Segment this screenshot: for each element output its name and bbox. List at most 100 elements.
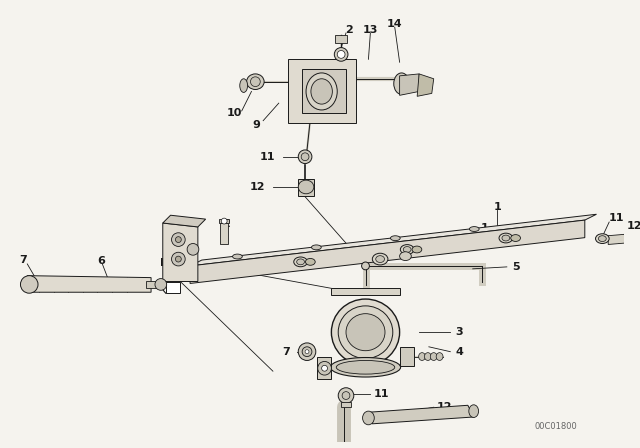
Bar xyxy=(341,402,351,407)
Polygon shape xyxy=(608,234,632,245)
Polygon shape xyxy=(399,74,419,95)
Text: 11: 11 xyxy=(373,388,388,399)
Ellipse shape xyxy=(390,236,400,241)
Polygon shape xyxy=(163,223,198,281)
Text: 2: 2 xyxy=(222,219,230,229)
Circle shape xyxy=(298,343,316,361)
Polygon shape xyxy=(287,59,356,123)
Ellipse shape xyxy=(499,233,513,243)
Text: B: B xyxy=(159,258,168,268)
Ellipse shape xyxy=(469,405,479,418)
Ellipse shape xyxy=(346,314,385,351)
Ellipse shape xyxy=(305,258,316,265)
Polygon shape xyxy=(417,74,434,96)
Text: 7: 7 xyxy=(19,255,28,265)
Text: 4: 4 xyxy=(455,347,463,357)
Text: 14: 14 xyxy=(387,19,403,29)
Polygon shape xyxy=(190,220,585,284)
Text: 10: 10 xyxy=(226,108,242,118)
Ellipse shape xyxy=(298,180,314,194)
Ellipse shape xyxy=(330,358,401,377)
Text: 12: 12 xyxy=(627,221,640,231)
Ellipse shape xyxy=(401,245,414,254)
Circle shape xyxy=(175,237,181,242)
Ellipse shape xyxy=(240,79,248,92)
Polygon shape xyxy=(28,276,151,292)
Ellipse shape xyxy=(436,353,443,361)
Circle shape xyxy=(302,347,312,357)
Circle shape xyxy=(337,51,345,58)
Text: 12: 12 xyxy=(250,182,265,192)
Ellipse shape xyxy=(336,361,395,374)
Ellipse shape xyxy=(372,253,388,265)
Polygon shape xyxy=(332,289,399,295)
Text: 1: 1 xyxy=(481,223,488,233)
Ellipse shape xyxy=(630,234,640,245)
Ellipse shape xyxy=(430,353,437,361)
Ellipse shape xyxy=(338,306,393,358)
Ellipse shape xyxy=(312,245,321,250)
Ellipse shape xyxy=(301,153,309,161)
Circle shape xyxy=(338,388,354,403)
Text: 11: 11 xyxy=(408,241,423,250)
Polygon shape xyxy=(163,215,205,227)
Text: 5: 5 xyxy=(512,262,519,272)
Ellipse shape xyxy=(332,299,399,365)
Text: 1: 1 xyxy=(493,202,501,212)
Circle shape xyxy=(172,233,185,246)
Ellipse shape xyxy=(424,353,431,361)
Ellipse shape xyxy=(311,79,332,104)
Text: 13: 13 xyxy=(363,25,378,35)
Circle shape xyxy=(221,218,227,224)
Circle shape xyxy=(317,362,332,375)
Bar xyxy=(220,223,228,245)
Ellipse shape xyxy=(394,73,410,95)
Polygon shape xyxy=(335,35,347,43)
Circle shape xyxy=(322,365,328,371)
Ellipse shape xyxy=(403,246,411,252)
Ellipse shape xyxy=(598,236,606,241)
Circle shape xyxy=(172,252,185,266)
Circle shape xyxy=(362,262,369,270)
Circle shape xyxy=(175,256,181,262)
Ellipse shape xyxy=(20,276,38,293)
Ellipse shape xyxy=(469,227,479,232)
Ellipse shape xyxy=(155,279,166,290)
Ellipse shape xyxy=(502,235,509,241)
Polygon shape xyxy=(399,347,414,366)
Ellipse shape xyxy=(419,353,426,361)
Ellipse shape xyxy=(511,235,520,241)
Text: 11: 11 xyxy=(609,213,625,223)
Text: 7: 7 xyxy=(283,347,291,357)
Ellipse shape xyxy=(246,74,264,90)
Ellipse shape xyxy=(306,73,337,110)
Ellipse shape xyxy=(294,257,307,267)
Polygon shape xyxy=(190,214,596,266)
Text: 00C01800: 00C01800 xyxy=(534,422,577,431)
Ellipse shape xyxy=(232,254,243,259)
Ellipse shape xyxy=(399,252,412,261)
Text: 9: 9 xyxy=(252,120,260,129)
Polygon shape xyxy=(166,281,180,293)
Text: 2: 2 xyxy=(345,25,353,35)
Polygon shape xyxy=(220,219,229,223)
Text: 3: 3 xyxy=(455,327,463,337)
Ellipse shape xyxy=(376,256,385,263)
Text: 12: 12 xyxy=(436,402,452,412)
Circle shape xyxy=(187,244,199,255)
Circle shape xyxy=(334,47,348,61)
Ellipse shape xyxy=(412,246,422,253)
Polygon shape xyxy=(371,405,474,424)
Ellipse shape xyxy=(250,77,260,86)
Ellipse shape xyxy=(298,150,312,164)
Ellipse shape xyxy=(596,234,609,244)
Bar xyxy=(146,280,158,289)
Polygon shape xyxy=(302,69,346,113)
Text: 6: 6 xyxy=(97,256,106,266)
Ellipse shape xyxy=(297,259,305,265)
Circle shape xyxy=(305,350,309,353)
Text: 11: 11 xyxy=(259,152,275,162)
Polygon shape xyxy=(298,179,314,196)
Ellipse shape xyxy=(363,411,374,425)
Polygon shape xyxy=(317,357,332,379)
